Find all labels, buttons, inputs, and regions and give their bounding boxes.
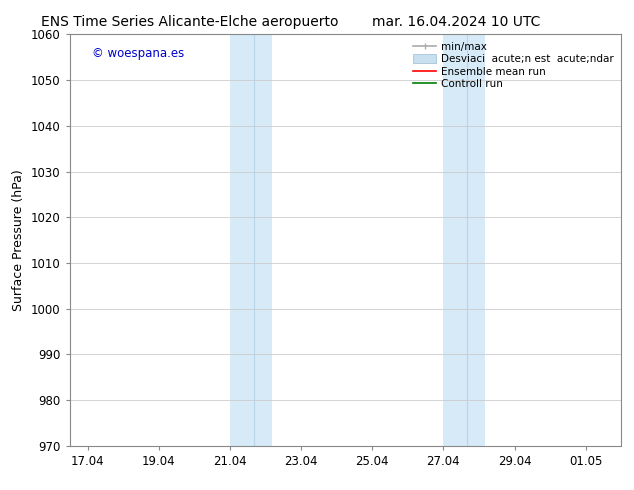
Bar [230,34,271,446]
Bar [443,34,485,446]
Text: mar. 16.04.2024 10 UTC: mar. 16.04.2024 10 UTC [372,15,541,29]
Y-axis label: Surface Pressure (hPa): Surface Pressure (hPa) [13,169,25,311]
Text: ENS Time Series Alicante-Elche aeropuerto: ENS Time Series Alicante-Elche aeropuert… [41,15,339,29]
Legend: min/max, Desviaci  acute;n est  acute;ndar, Ensemble mean run, Controll run: min/max, Desviaci acute;n est acute;ndar… [411,40,616,92]
Text: © woespana.es: © woespana.es [92,47,184,60]
